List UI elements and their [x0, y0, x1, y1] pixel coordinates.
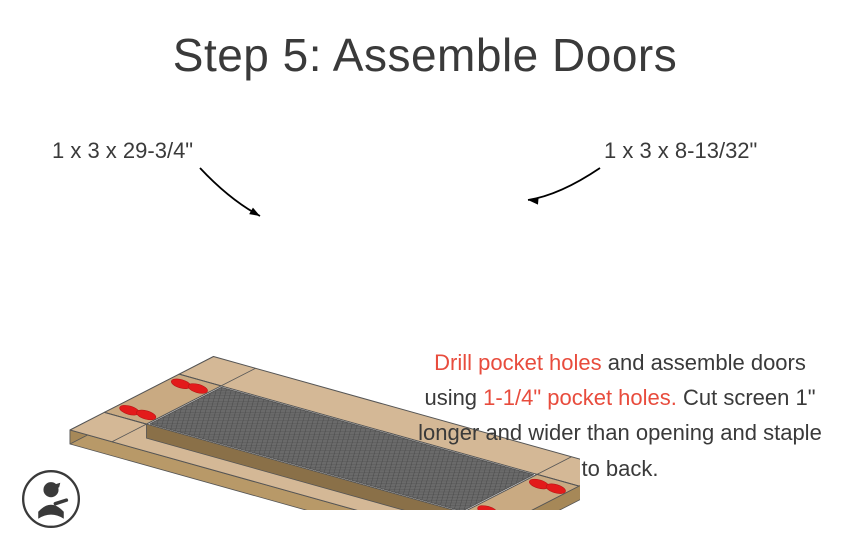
brand-logo-icon: [22, 470, 80, 528]
instructions-text: Drill pocket holes and assemble doors us…: [410, 345, 830, 486]
dimension-right-label: 1 x 3 x 8-13/32": [604, 138, 757, 164]
dimension-left-label: 1 x 3 x 29-3/4": [52, 138, 193, 164]
page-title: Step 5: Assemble Doors: [0, 0, 850, 82]
